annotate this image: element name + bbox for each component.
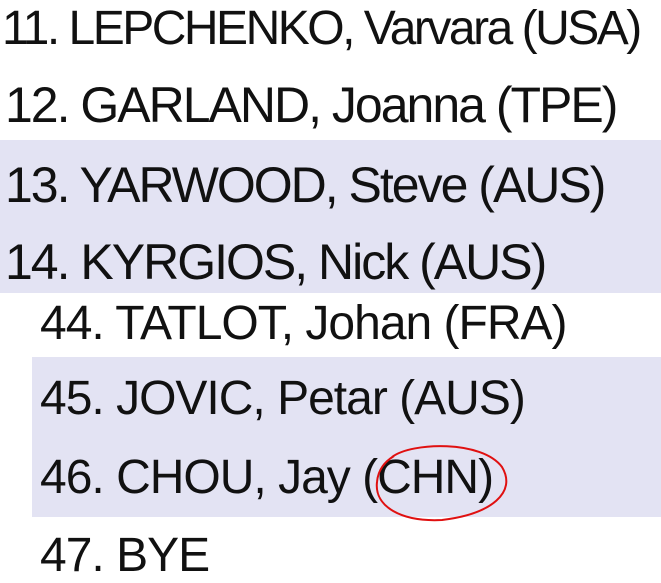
list-item: 13. YARWOOD, Steve (AUS) xyxy=(5,157,606,213)
list-item: 44. TATLOT, Johan (FRA) xyxy=(40,297,568,350)
list-item: 14. KYRGIOS, Nick (AUS) xyxy=(5,234,547,290)
list-item: 12. GARLAND, Joanna (TPE) xyxy=(5,77,618,133)
list-item: 11. LEPCHENKO, Varvara (USA) xyxy=(2,2,642,55)
shaded-band-top xyxy=(0,140,661,293)
shaded-band-bottom xyxy=(32,357,661,517)
list-item: 47. BYE xyxy=(40,529,210,582)
list-item: 45. JOVIC, Petar (AUS) xyxy=(40,372,526,425)
list-item: 46. CHOU, Jay (CHN) xyxy=(40,451,494,504)
red-circle-annotation xyxy=(375,445,508,522)
